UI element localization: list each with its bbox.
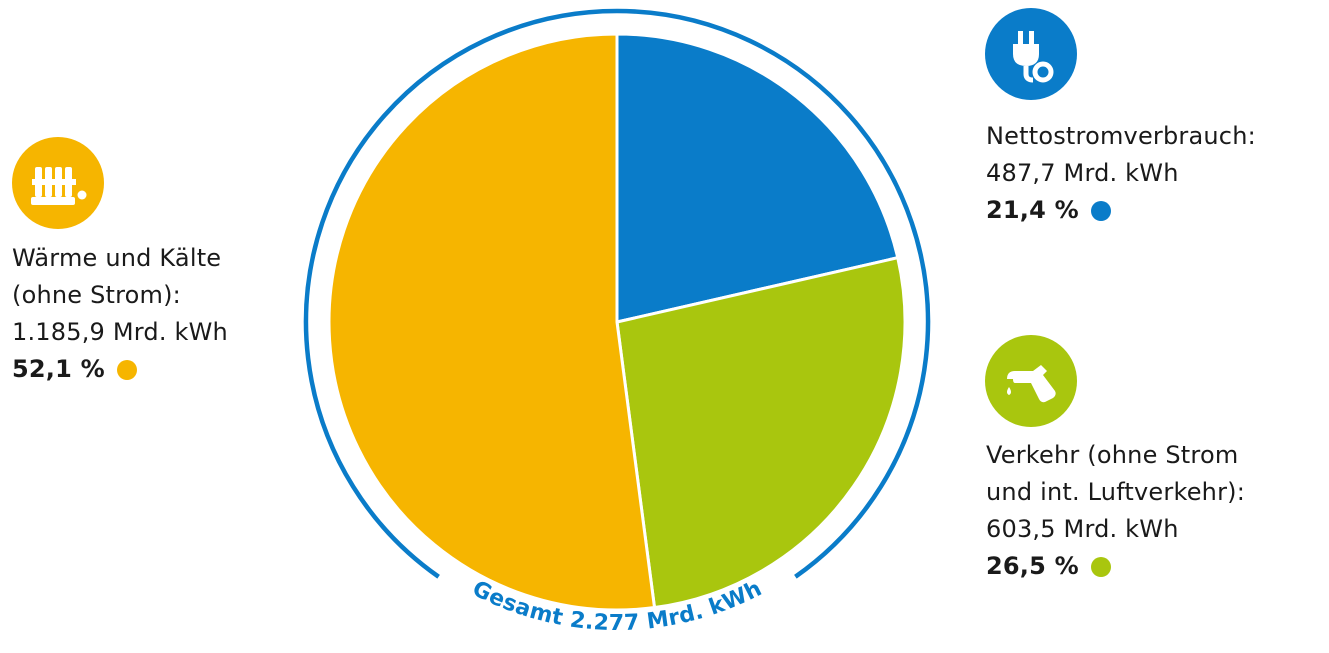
transport-label-block: Verkehr (ohne Strom und int. Luftverkehr… xyxy=(986,437,1245,585)
heat-value: 1.185,9 Mrd. kWh xyxy=(12,318,228,346)
electricity-legend-dot xyxy=(1090,200,1111,221)
heat-label-block: Wärme und Kälte (ohne Strom): 1.185,9 Mr… xyxy=(12,240,228,388)
pie-slice-transport xyxy=(615,256,907,610)
pie-slice-electricity xyxy=(615,32,900,324)
transport-title-line-2: und int. Luftverkehr): xyxy=(986,478,1246,506)
heat-title-line-2: (ohne Strom): xyxy=(12,281,181,309)
electricity-percent: 21,4 % xyxy=(986,192,1111,229)
electricity-title: Nettostromverbrauch: xyxy=(986,122,1256,150)
pie-slice-heat xyxy=(327,32,657,612)
transport-title-line-1: Verkehr (ohne Strom xyxy=(986,441,1239,469)
power-plug-icon xyxy=(985,8,1077,100)
electricity-label-block: Nettostromverbrauch: 487,7 Mrd. kWh 21,4… xyxy=(986,118,1256,229)
heat-title-line-1: Wärme und Kälte xyxy=(12,244,222,272)
outer-ring xyxy=(303,8,931,579)
heat-legend-dot xyxy=(116,359,137,380)
transport-legend-dot xyxy=(1090,556,1111,577)
fuel-nozzle-icon xyxy=(985,335,1077,427)
transport-percent: 26,5 % xyxy=(986,548,1111,585)
radiator-icon xyxy=(12,137,104,229)
transport-value: 603,5 Mrd. kWh xyxy=(986,515,1179,543)
electricity-value: 487,7 Mrd. kWh xyxy=(986,159,1179,187)
pie-slices xyxy=(327,32,907,612)
heat-percent: 52,1 % xyxy=(12,351,137,388)
